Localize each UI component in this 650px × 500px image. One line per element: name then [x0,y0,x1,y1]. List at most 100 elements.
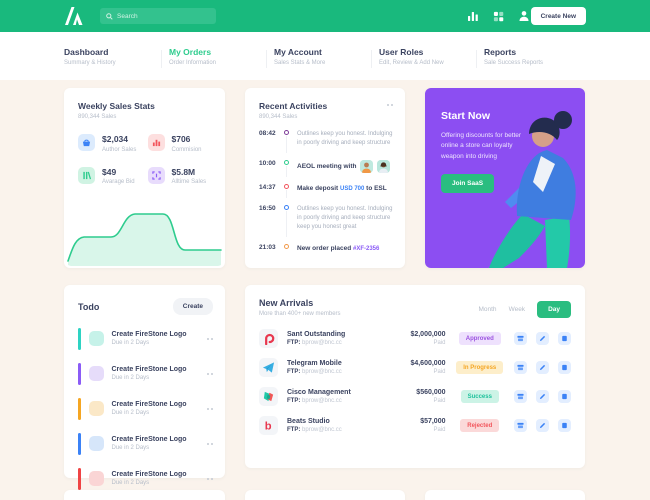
company-name: Telegram Mobile [287,359,342,367]
delete-button[interactable] [558,390,571,403]
nav-label: My Account [274,46,322,57]
stat-value: $5.8M [171,166,196,177]
recent-activities-card: Recent Activities 890,344 Sales 08:42 Ou… [245,88,405,268]
partial-card [425,490,585,500]
activity-item: 16:50 Outlines keep you honest. Indulgin… [259,204,393,244]
bar-chart-icon [147,134,165,151]
company-email: bprow@bnc.cc [302,398,342,405]
timeline-dot [284,204,289,210]
todo-create-button[interactable]: Create [172,298,213,315]
partial-card [64,490,225,500]
edit-button[interactable] [536,390,549,403]
stat-value: $706 [171,134,191,144]
company-email: bprow@bnc.cc [302,369,342,376]
basket-icon [78,134,95,151]
search-icon [106,12,113,20]
todo-thumbnail [88,471,104,486]
activity-item: 10:00 AEOL meeting with [259,159,393,184]
search-input[interactable] [117,12,207,20]
activities-title: Recent Activities [259,101,328,111]
activity-time: 10:00 [259,159,276,167]
edit-button[interactable] [536,361,549,374]
table-row: Sant Outstanding FTP: bprow@bnc.cc $2,00… [245,324,585,353]
delete-button[interactable] [558,419,571,432]
activity-time: 14:37 [259,183,276,191]
more-options-icon[interactable] [207,337,213,340]
paid-label: Paid [433,340,446,347]
activities-subtitle: 890,344 Sales [259,114,298,120]
paid-label: Paid [433,398,446,405]
stat-label: Author Sales [102,146,137,153]
edit-button[interactable] [536,419,549,432]
todo-item[interactable]: Create FireStone Logo Due in 2 Days [64,426,225,461]
nav-item-user-roles[interactable]: User Roles Edit, Review & Add New [371,46,484,68]
activity-item: 08:42 Outlines keep you honest. Indulgin… [259,130,393,160]
stat-value: $49 [102,166,117,177]
stat-label: Alltime Sales [171,179,207,185]
delete-button[interactable] [558,361,571,374]
join-saas-button[interactable]: Join SaaS [441,174,495,194]
paid-label: Paid [433,427,446,434]
todo-color-bar [78,327,81,350]
activity-time: 21:03 [259,243,276,251]
weekly-sales-card: Weekly Sales Stats 890,344 Sales $2,034 … [64,88,225,268]
company-email: bprow@bnc.cc [302,427,342,434]
activity-time: 16:50 [259,204,276,212]
more-options-icon[interactable] [387,104,393,106]
partial-card [245,490,405,500]
todo-thumbnail [88,436,104,451]
promo-text: Offering discounts for better online a s… [441,132,522,160]
filter-week[interactable]: Week [508,306,526,313]
todo-thumbnail [88,331,104,346]
todo-title: Todo [78,301,100,312]
telegram-logo [259,358,278,377]
archive-button[interactable] [514,361,527,374]
edit-button[interactable] [536,332,549,345]
archive-button[interactable] [514,419,527,432]
more-options-icon[interactable] [207,442,213,445]
avatar[interactable] [360,159,374,173]
table-row: Cisco Management FTP: bprow@bnc.cc $560,… [245,382,585,411]
search-bar[interactable] [100,8,216,24]
analytics-icon[interactable] [467,10,479,22]
todo-item[interactable]: Create FireStone Logo Due in 2 Days [64,461,225,496]
archive-button[interactable] [514,332,527,345]
nav-label: User Roles [379,46,424,57]
delete-button[interactable] [558,332,571,345]
activity-text: Outlines keep you honest. Indulging in p… [297,131,393,147]
apps-grid-icon[interactable] [493,11,504,22]
todo-item[interactable]: Create FireStone Logo Due in 2 Days [64,391,225,426]
timeline-dot [284,130,289,135]
archive-button[interactable] [514,390,527,403]
todo-item[interactable]: Create FireStone Logo Due in 2 Days [64,321,225,356]
stat-label: Avarage Bid [102,179,135,185]
more-options-icon[interactable] [207,407,213,410]
app-logo-icon[interactable] [64,7,86,25]
order-link[interactable]: #XF-2356 [353,245,380,252]
stat-commission: $706 Commision [147,134,212,153]
promo-title: Start Now [441,110,491,122]
filter-day-button[interactable]: Day [537,301,571,318]
user-profile-icon[interactable] [518,10,530,22]
nav-item-my-orders[interactable]: My Orders Order Information [161,47,274,68]
avatar[interactable] [377,159,391,173]
nav-item-dashboard[interactable]: Dashboard Summary & History [64,47,169,66]
start-now-card: Start Now Offering discounts for better … [425,88,585,268]
create-new-button[interactable]: Create New [530,7,586,25]
nav-item-my-account[interactable]: My Account Sales Stats & More [266,46,379,68]
todo-color-bar [78,432,81,455]
sant-outstanding-logo [259,329,278,348]
todo-color-bar [78,362,81,385]
main-nav: Dashboard Summary & History My Orders Or… [0,32,650,80]
company-email: bprow@bnc.cc [302,340,342,347]
activity-text: Outlines keep you honest. Indulging in p… [297,205,393,231]
deposit-link[interactable]: USD 700 [339,185,365,192]
filter-month[interactable]: Month [478,306,497,313]
more-options-icon[interactable] [207,477,213,480]
stat-value: $2,034 [102,134,128,144]
nav-item-reports[interactable]: Reports Sale Success Reports [476,47,589,68]
more-options-icon[interactable] [207,372,213,375]
stat-label: Commision [171,146,202,153]
todo-item[interactable]: Create FireStone Logo Due in 2 Days [64,356,225,391]
beats-logo: b [259,416,278,435]
